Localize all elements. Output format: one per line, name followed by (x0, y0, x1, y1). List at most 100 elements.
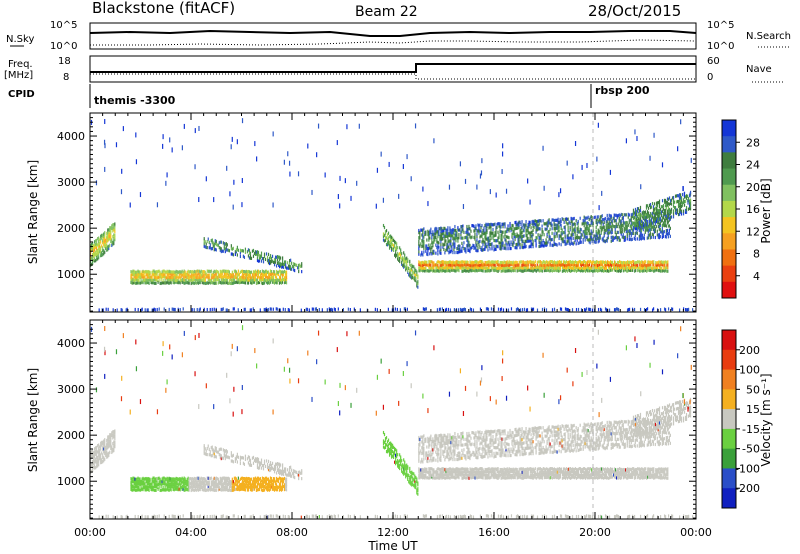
power-cell (679, 196, 682, 200)
power-cell (561, 263, 564, 267)
power-cell (466, 236, 468, 240)
power-cell (264, 279, 267, 283)
power-cell (540, 235, 542, 239)
power-cell (185, 275, 187, 279)
power-cell (431, 235, 433, 240)
power-cell (593, 269, 596, 273)
power-cell (199, 307, 201, 311)
power-cell (644, 217, 646, 221)
velocity-cell (174, 487, 176, 491)
power-cell (629, 218, 631, 222)
power-cell (331, 308, 333, 312)
power-cell (573, 241, 575, 245)
velocity-cell (196, 483, 198, 487)
power-cell (560, 224, 562, 228)
power-cell (587, 229, 589, 233)
velocity-cell (217, 482, 219, 486)
power-cell (256, 281, 259, 285)
power-cell (99, 241, 101, 246)
power-cell (547, 221, 549, 225)
power-cell (497, 222, 499, 226)
power-cell (90, 257, 92, 261)
power-cell (262, 270, 265, 274)
power-cell (404, 307, 406, 311)
power-cell (473, 268, 475, 272)
power-cell (650, 235, 652, 239)
power-cell (653, 202, 656, 206)
velocity-cell (238, 488, 240, 492)
power-cell (608, 269, 611, 273)
power-cell (250, 281, 253, 285)
power-cell (543, 233, 545, 237)
power-cell (672, 198, 675, 202)
power-cell (599, 221, 601, 225)
power-cell (631, 268, 633, 272)
velocity-cell (246, 488, 249, 492)
power-cell (628, 265, 630, 270)
velocity-cell (163, 480, 165, 484)
power-cell (536, 222, 538, 227)
velocity-cell (228, 479, 230, 483)
power-cell (625, 138, 627, 144)
power-cell (608, 217, 610, 221)
velocity-cell (151, 488, 153, 492)
power-cell (596, 234, 598, 238)
velocity-cell (137, 482, 139, 486)
power-cell (500, 236, 502, 240)
power-cell (474, 263, 476, 268)
power-cell (511, 262, 513, 267)
power-cell (485, 231, 487, 235)
power-cell (151, 270, 153, 274)
velocity-cell (155, 479, 157, 483)
power-cell (146, 270, 148, 274)
power-cell (463, 266, 465, 271)
power-cell (622, 218, 624, 223)
power-cell (532, 262, 534, 267)
power-cell (646, 220, 649, 224)
power-cell (283, 280, 286, 285)
power-cell (215, 248, 217, 252)
velocity-cell (108, 439, 110, 443)
power-cell (410, 267, 412, 272)
power-cell (422, 233, 424, 237)
colorbar-segment (722, 281, 736, 299)
power-cell (298, 269, 300, 274)
power-cell (486, 262, 488, 267)
power-cell (212, 270, 214, 275)
power-cell (522, 266, 524, 270)
power-cell (648, 228, 650, 232)
power-cell (100, 234, 102, 238)
velocity-cell (92, 468, 94, 472)
power-cell (663, 211, 666, 216)
power-cell (440, 266, 442, 270)
power-cell (521, 266, 523, 270)
power-cell (539, 263, 541, 267)
velocity-cell (168, 488, 170, 492)
velocity-cell (111, 433, 113, 438)
power-cell (466, 260, 468, 264)
power-cell (159, 273, 161, 277)
power-cell (406, 261, 408, 265)
power-cell (621, 260, 623, 265)
power-cell (157, 269, 159, 274)
power-cell (415, 273, 417, 278)
power-cell (633, 236, 635, 240)
power-cell (130, 275, 132, 279)
power-cell (504, 243, 506, 247)
power-cell (544, 227, 546, 231)
velocity-cell (247, 483, 250, 487)
power-cell (585, 263, 588, 267)
power-cell (481, 234, 483, 239)
power-cell (391, 242, 394, 247)
power-cell (436, 240, 438, 244)
power-cell (656, 308, 659, 312)
power-cell (603, 225, 605, 229)
power-cell (449, 239, 451, 243)
velocity-cell (112, 433, 114, 437)
power-cell (616, 307, 619, 311)
velocity-cell (221, 485, 223, 489)
power-cell (422, 186, 424, 192)
power-cell (605, 220, 607, 224)
power-cell (289, 261, 291, 265)
power-cell (455, 233, 457, 238)
